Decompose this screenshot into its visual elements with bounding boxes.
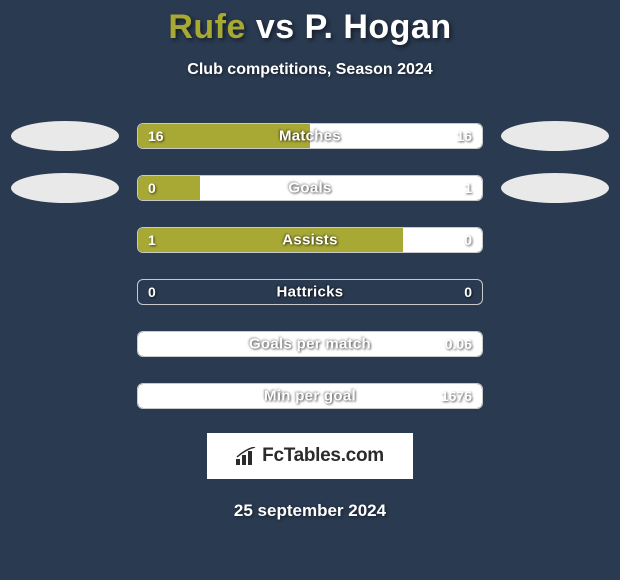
stat-row: 16 Matches 16	[0, 121, 620, 151]
stat-bar-assists: 1 Assists 0	[137, 227, 483, 253]
stat-row: 0 Goals 1	[0, 173, 620, 203]
stat-bar-matches: 16 Matches 16	[137, 123, 483, 149]
source-logo: FcTables.com	[207, 433, 413, 479]
stat-row: 0 Hattricks 0	[0, 277, 620, 307]
stat-value-right: 0	[464, 284, 472, 300]
page-title: Rufe vs P. Hogan	[0, 8, 620, 47]
date-label: 25 september 2024	[0, 501, 620, 521]
player1-avatar	[11, 121, 119, 151]
player1-avatar	[11, 173, 119, 203]
bar-fill-left	[138, 228, 403, 252]
title-player1: Rufe	[168, 8, 246, 46]
stat-bar-hattricks: 0 Hattricks 0	[137, 279, 483, 305]
stat-bar-goals-per-match: Goals per match 0.06	[137, 331, 483, 357]
bar-fill-left	[138, 176, 200, 200]
stat-row: Goals per match 0.06	[0, 329, 620, 359]
bar-fill-right	[138, 384, 482, 408]
bar-fill-right	[138, 332, 482, 356]
title-player2: P. Hogan	[305, 8, 452, 46]
stat-row: Min per goal 1676	[0, 381, 620, 411]
bar-chart-icon	[236, 447, 258, 465]
bar-fill-right	[200, 176, 482, 200]
stat-bar-goals: 0 Goals 1	[137, 175, 483, 201]
bar-fill-right	[310, 124, 482, 148]
stat-value-left: 0	[148, 284, 156, 300]
subtitle: Club competitions, Season 2024	[0, 61, 620, 79]
player2-avatar	[501, 173, 609, 203]
player2-avatar	[501, 121, 609, 151]
stat-label: Hattricks	[138, 284, 482, 301]
bar-fill-left	[138, 124, 310, 148]
bar-fill-right	[403, 228, 482, 252]
infographic-container: Rufe vs P. Hogan Club competitions, Seas…	[0, 0, 620, 521]
stat-bar-min-per-goal: Min per goal 1676	[137, 383, 483, 409]
stat-row: 1 Assists 0	[0, 225, 620, 255]
title-vs: vs	[256, 8, 295, 46]
logo-text: FcTables.com	[262, 445, 384, 467]
